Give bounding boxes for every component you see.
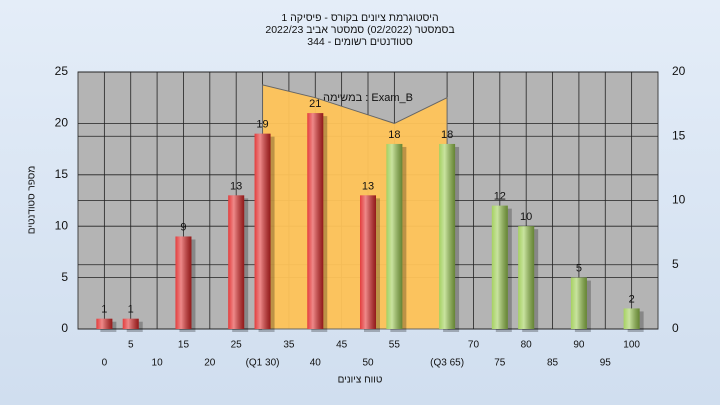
data-label: 13: [362, 180, 374, 192]
chart-title: בסמסטר (02/2022) סמסטר אביב 2022/23: [265, 24, 454, 36]
data-label: 9: [180, 221, 186, 233]
x-tick-label: 90: [573, 340, 585, 351]
bar-shading: [175, 236, 192, 329]
bar-shading: [386, 143, 403, 329]
x-tick-label: 75: [494, 358, 506, 369]
data-label: 19: [256, 119, 268, 131]
bar-shading: [360, 195, 376, 329]
y2-tick-label: 0: [672, 321, 679, 335]
bar-shading: [439, 143, 456, 329]
data-label: 1: [101, 304, 107, 316]
x-tick-label: 45: [336, 340, 348, 351]
bar-shading: [307, 113, 324, 330]
x-tick-label: 100: [623, 340, 640, 351]
data-label: 18: [388, 129, 400, 141]
bar-shading: [623, 308, 640, 329]
data-label: 5: [576, 263, 582, 275]
bar-shading: [228, 195, 245, 329]
x-tick-label: 85: [547, 358, 559, 369]
area: [262, 84, 448, 330]
bar-shading: [570, 277, 587, 329]
x-tick-label: 95: [600, 358, 612, 369]
y2-tick-label: 10: [672, 193, 686, 207]
y-tick-label: 10: [55, 218, 69, 232]
y-tick-label: 25: [55, 64, 69, 78]
chart-title: סטודנטים רשומים - 344: [307, 36, 413, 48]
y-tick-label: 5: [61, 270, 68, 284]
data-label: 2: [629, 293, 635, 305]
x-tick-label: 15: [178, 340, 190, 351]
bar-shading: [96, 318, 113, 329]
x-tick-label: 25: [231, 340, 243, 351]
x-tick-label: 55: [389, 340, 401, 351]
x-tick-label: 35: [283, 340, 295, 351]
data-label: 12: [494, 191, 506, 203]
x-tick-label: 40: [310, 358, 322, 369]
y2-tick-label: 5: [672, 257, 679, 271]
x-tick-label: 0: [102, 358, 108, 369]
bar-shading: [491, 205, 508, 329]
y-tick-label: 0: [61, 321, 68, 335]
data-label: 1: [128, 304, 134, 316]
data-label: 18: [441, 129, 453, 141]
data-label: 21: [309, 98, 321, 110]
chart-title: היסטוגרמת ציונים בקורס - פיסיקה 1: [281, 12, 438, 24]
data-label: 13: [230, 180, 242, 192]
x-tick-label: (Q3 65): [430, 358, 464, 369]
data-label: 10: [520, 211, 532, 223]
x-axis-label: טווח ציונים: [338, 375, 383, 386]
y2-tick-label: 20: [672, 64, 686, 78]
bar-shading: [254, 133, 271, 329]
x-tick-label: 70: [468, 340, 480, 351]
x-tick-label: 80: [521, 340, 533, 351]
x-tick-label: 50: [362, 358, 374, 369]
y-axis-label: מספר סטודנטים: [27, 166, 38, 235]
x-tick-label: 20: [204, 358, 216, 369]
x-tick-label: 5: [128, 340, 134, 351]
y2-tick-label: 15: [672, 128, 686, 142]
x-tick-label: (Q1 30): [246, 358, 280, 369]
x-tick-label: 10: [152, 358, 164, 369]
bar-shading: [518, 226, 535, 329]
y-tick-label: 15: [55, 167, 69, 181]
bar-shading: [122, 318, 139, 329]
y-tick-label: 20: [55, 116, 69, 130]
